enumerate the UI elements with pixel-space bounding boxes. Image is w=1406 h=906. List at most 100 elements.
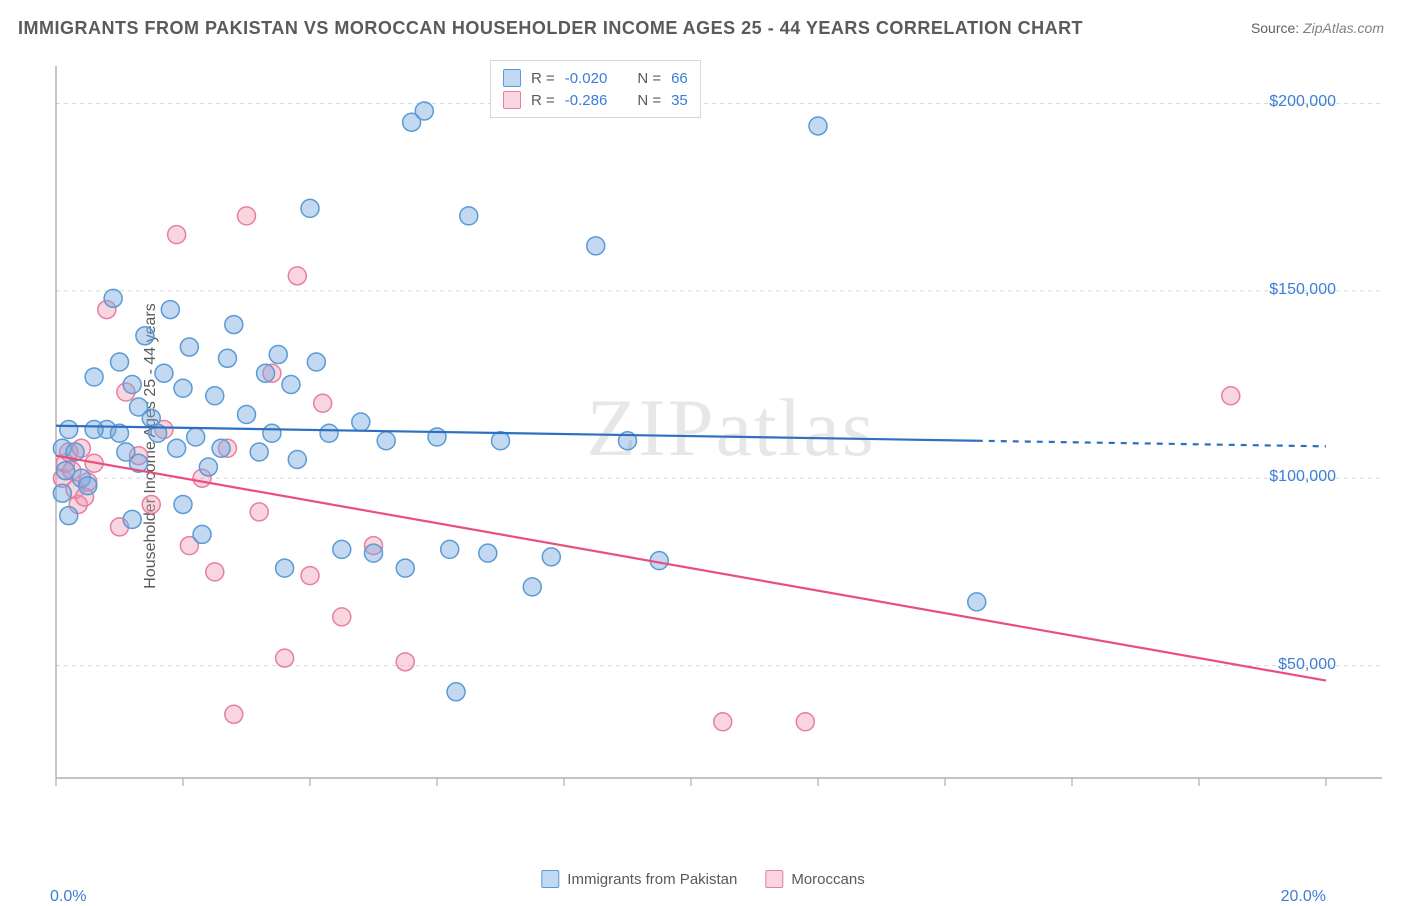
scatter-point [282,376,300,394]
scatter-point [542,548,560,566]
scatter-point [53,484,71,502]
scatter-point [796,713,814,731]
source-label: Source: [1251,20,1299,36]
scatter-point [263,424,281,442]
scatter-point [460,207,478,225]
scatter-point [269,346,287,364]
scatter-point [130,398,148,416]
scatter-point [441,540,459,558]
scatter-point [225,705,243,723]
scatter-svg [50,58,1386,818]
scatter-point [307,353,325,371]
y-tick-label: $50,000 [1278,656,1336,674]
scatter-point [174,495,192,513]
scatter-point [447,683,465,701]
legend-r-value: -0.020 [565,70,608,87]
scatter-point [168,226,186,244]
scatter-point [276,649,294,667]
legend-swatch-icon [765,870,783,888]
scatter-point [714,713,732,731]
scatter-point [85,420,103,438]
legend-row: R = -0.286 N = 35 [503,89,688,111]
scatter-point [85,368,103,386]
legend-swatch-icon [503,91,521,109]
scatter-point [123,510,141,528]
scatter-point [396,559,414,577]
source-attribution: Source: ZipAtlas.com [1251,20,1384,36]
series-legend: Immigrants from Pakistan Moroccans [541,870,864,888]
scatter-point [199,458,217,476]
scatter-point [301,199,319,217]
scatter-point [352,413,370,431]
scatter-point [257,364,275,382]
scatter-point [161,301,179,319]
legend-n-value: 35 [671,92,688,109]
scatter-point [809,117,827,135]
y-tick-label: $150,000 [1269,281,1336,299]
scatter-point [180,338,198,356]
legend-item: Immigrants from Pakistan [541,870,737,888]
scatter-point [238,207,256,225]
scatter-point [187,428,205,446]
legend-row: R = -0.020 N = 66 [503,67,688,89]
legend-n-label: N = [637,70,661,87]
scatter-point [111,353,129,371]
scatter-point [212,439,230,457]
y-tick-label: $100,000 [1269,468,1336,486]
scatter-point [79,477,97,495]
scatter-point [968,593,986,611]
legend-r-label: R = [531,92,555,109]
scatter-point [288,267,306,285]
scatter-point [168,439,186,457]
scatter-point [276,559,294,577]
legend-item-label: Moroccans [791,871,864,888]
legend-item: Moroccans [765,870,864,888]
scatter-point [333,608,351,626]
legend-r-value: -0.286 [565,92,608,109]
scatter-point [492,432,510,450]
scatter-point [60,507,78,525]
scatter-point [396,653,414,671]
scatter-point [1222,387,1240,405]
scatter-point [320,424,338,442]
trend-line-series2 [56,456,1326,681]
scatter-point [155,364,173,382]
scatter-point [136,327,154,345]
legend-swatch-icon [541,870,559,888]
scatter-point [238,406,256,424]
x-axis-max-label: 20.0% [1281,888,1326,906]
scatter-point [174,379,192,397]
scatter-point [479,544,497,562]
scatter-point [206,563,224,581]
chart-plot-area [50,58,1386,818]
source-value: ZipAtlas.com [1303,20,1384,36]
scatter-point [333,540,351,558]
scatter-point [587,237,605,255]
legend-item-label: Immigrants from Pakistan [567,871,737,888]
scatter-point [415,102,433,120]
scatter-point [225,316,243,334]
x-axis-min-label: 0.0% [50,888,86,906]
scatter-point [523,578,541,596]
legend-n-label: N = [637,92,661,109]
scatter-point [365,544,383,562]
scatter-point [377,432,395,450]
y-tick-label: $200,000 [1269,93,1336,111]
scatter-point [60,420,78,438]
scatter-point [428,428,446,446]
scatter-point [301,567,319,585]
scatter-point [193,525,211,543]
scatter-point [218,349,236,367]
scatter-point [250,503,268,521]
legend-r-label: R = [531,70,555,87]
chart-title: IMMIGRANTS FROM PAKISTAN VS MOROCCAN HOU… [18,18,1083,39]
legend-n-value: 66 [671,70,688,87]
scatter-point [288,450,306,468]
trend-line-series1-dashed [977,441,1326,447]
legend-swatch-icon [503,69,521,87]
scatter-point [250,443,268,461]
scatter-point [206,387,224,405]
scatter-point [142,495,160,513]
scatter-point [123,376,141,394]
scatter-point [104,289,122,307]
